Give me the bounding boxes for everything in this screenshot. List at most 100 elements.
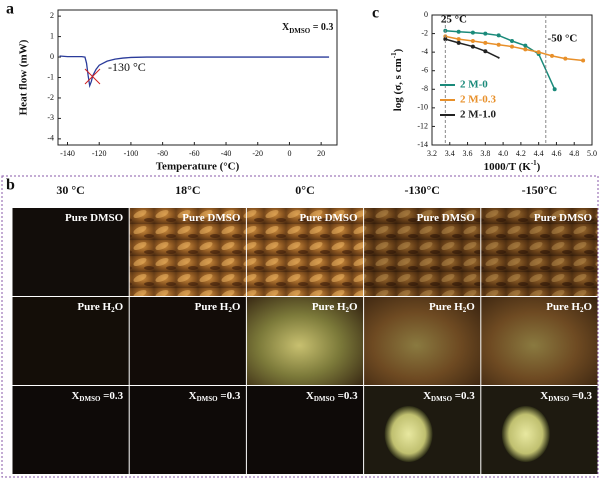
point xyxy=(563,56,568,61)
cell-label: Pure DMSO xyxy=(417,212,476,224)
micrograph xyxy=(481,297,598,385)
cell-label: Pure DMSO xyxy=(299,212,358,224)
y-tick-label: 1 xyxy=(50,31,54,40)
x-tick-label: -60 xyxy=(189,149,200,158)
x-tick-label: 4.2 xyxy=(516,149,526,158)
x-tick-label: -80 xyxy=(157,149,168,158)
cell-label: Pure DMSO xyxy=(65,212,124,224)
cell-label: XDMSO =0.3 xyxy=(71,390,123,403)
annotation: 25 °C xyxy=(441,14,467,26)
y-tick-label: -2 xyxy=(47,93,54,102)
cell-label: Pure H2O xyxy=(312,301,358,314)
point xyxy=(456,29,461,34)
point xyxy=(510,39,514,43)
point xyxy=(581,58,586,63)
micrograph xyxy=(481,208,598,296)
y-tick-label: -3 xyxy=(47,113,54,122)
y-axis-label: Heat flow (mW) xyxy=(18,39,30,115)
micrograph xyxy=(364,208,481,296)
cell-label-sub: DMSO xyxy=(197,395,219,403)
point xyxy=(552,87,557,92)
point xyxy=(483,31,488,36)
micrograph-blob xyxy=(384,406,433,462)
marker xyxy=(84,68,101,85)
legend-label: 2 M-0.3 xyxy=(460,94,497,106)
cell-label-main: X xyxy=(71,390,79,402)
point xyxy=(497,56,500,59)
legend-label: 2 M-0 xyxy=(460,79,488,91)
x-tick-label: 0 xyxy=(287,149,291,158)
y-tick-label: -2 xyxy=(421,28,428,37)
x-tick-label: 4.8 xyxy=(569,149,579,158)
y-axis-label-main: log (σ, s cm xyxy=(392,58,404,111)
cell-label-rest: O xyxy=(466,301,475,313)
micrograph xyxy=(12,208,129,296)
cell-label-sub: 2 xyxy=(463,306,467,314)
point xyxy=(470,30,475,35)
cell-label-main: Pure DMSO xyxy=(299,212,358,224)
point xyxy=(496,33,501,38)
x-tick-label: 4.4 xyxy=(534,149,544,158)
series-line xyxy=(59,55,330,89)
column-header: -130°C xyxy=(404,183,439,197)
cell-label-sub: 2 xyxy=(346,306,350,314)
y-axis-label-sup: -1 xyxy=(390,52,398,58)
point xyxy=(470,44,475,49)
panel-label: b xyxy=(6,177,15,194)
point xyxy=(456,37,461,42)
cell-label-main: X xyxy=(306,390,314,402)
y-tick-label: -14 xyxy=(417,140,428,149)
micrograph-shade xyxy=(364,208,481,296)
x-tick-label: -40 xyxy=(221,149,232,158)
cell-label-main: Pure DMSO xyxy=(417,212,476,224)
x-tick-label: -120 xyxy=(92,149,107,158)
cell-label-main: Pure H xyxy=(195,301,229,313)
cell-label-main: X xyxy=(423,390,431,402)
cell-label: XDMSO =0.3 xyxy=(189,390,241,403)
micrograph xyxy=(129,208,246,296)
column-header: -150°C xyxy=(522,183,557,197)
y-tick-label: 0 xyxy=(50,52,54,61)
cell-label-sub: 2 xyxy=(111,306,115,314)
cell-label-sub: 2 xyxy=(580,306,584,314)
cell-label: Pure H2O xyxy=(546,301,592,314)
micrograph xyxy=(246,386,364,474)
cell-label-main: X xyxy=(540,390,548,402)
cell-label: Pure DMSO xyxy=(182,212,241,224)
annotation-main: X xyxy=(282,22,290,33)
point xyxy=(536,50,541,55)
cell-label-rest: =0.3 xyxy=(335,390,358,402)
y-tick-label: -10 xyxy=(417,103,428,112)
cell-label-main: X xyxy=(189,390,197,402)
y-tick-label: -4 xyxy=(421,47,428,56)
cell-label: XDMSO =0.3 xyxy=(423,390,475,403)
y-tick-label: -4 xyxy=(47,134,54,143)
x-tick-label: 4.6 xyxy=(551,149,561,158)
y-tick-label: -1 xyxy=(47,72,54,81)
cell-label-rest: O xyxy=(583,301,592,313)
panel-label: a xyxy=(6,1,14,18)
micrograph xyxy=(12,297,129,385)
cell-label-main: Pure H xyxy=(546,301,580,313)
x-tick-label: 4.0 xyxy=(498,149,508,158)
column-header: 0°C xyxy=(295,183,314,197)
cell-label-main: Pure H xyxy=(429,301,463,313)
cell-label-rest: O xyxy=(232,301,241,313)
y-tick-label: -8 xyxy=(421,84,428,93)
annotation: -50 °C xyxy=(548,33,578,45)
y-tick-label: 2 xyxy=(50,11,54,20)
micrograph xyxy=(246,208,364,296)
cell-label-rest: =0.3 xyxy=(218,390,241,402)
x-tick-label: 20 xyxy=(317,149,325,158)
cell-label: Pure H2O xyxy=(77,301,123,314)
x-tick-label: 3.4 xyxy=(445,149,455,158)
micrograph-shade xyxy=(481,208,598,296)
legend-label: 2 M-1.0 xyxy=(460,109,497,121)
annotation: -130 °C xyxy=(108,60,146,74)
column-header: 18°C xyxy=(175,183,200,197)
cell-label-rest: O xyxy=(115,301,124,313)
x-tick-label: 3.8 xyxy=(480,149,490,158)
cell-label-sub: DMSO xyxy=(431,395,453,403)
x-tick-label: 3.6 xyxy=(463,149,473,158)
